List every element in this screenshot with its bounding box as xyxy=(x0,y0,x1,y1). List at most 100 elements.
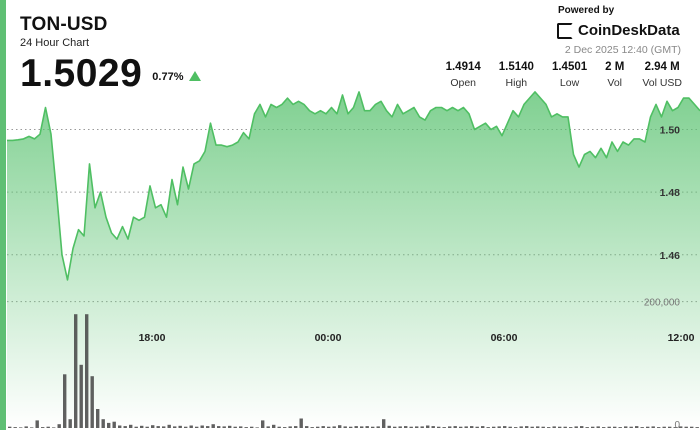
volume-bar xyxy=(349,426,353,428)
volume-bar xyxy=(607,426,611,428)
volume-bar xyxy=(514,427,518,428)
volume-bar xyxy=(613,426,617,428)
volume-bar xyxy=(525,426,529,428)
volume-bar xyxy=(321,426,325,428)
volume-bars xyxy=(8,314,699,428)
stat-value: 1.4914 xyxy=(445,61,481,73)
volume-bar xyxy=(569,427,573,428)
coindesk-logo-icon xyxy=(557,22,573,39)
volume-bar xyxy=(448,426,452,428)
volume-bar xyxy=(585,427,589,428)
volume-bar xyxy=(134,426,138,428)
volume-bar xyxy=(261,420,265,428)
stat-low: 1.4501 Low xyxy=(552,61,587,89)
stat-value: 1.5140 xyxy=(498,61,534,73)
volume-bar xyxy=(492,426,496,428)
price-tick-label: 1.46 xyxy=(660,250,681,262)
volume-bar xyxy=(343,426,347,428)
volume-bar xyxy=(332,426,336,428)
volume-bar xyxy=(459,426,463,428)
volume-bar xyxy=(184,426,188,428)
volume-bar xyxy=(327,426,331,428)
volume-bar xyxy=(178,425,182,428)
volume-bar xyxy=(294,426,298,428)
current-price: 1.5029 xyxy=(20,52,143,95)
volume-bar xyxy=(74,314,78,428)
volume-bar xyxy=(640,427,644,428)
volume-bar xyxy=(365,426,369,428)
volume-bar xyxy=(519,426,523,428)
brand-name: CoinDeskData xyxy=(578,22,680,39)
volume-bar xyxy=(596,426,600,428)
powered-by-label: Powered by xyxy=(558,5,615,16)
volume-bar xyxy=(552,426,556,428)
time-tick-label: 12:00 xyxy=(668,332,695,344)
volume-bar xyxy=(90,376,94,428)
volume-bar xyxy=(651,426,655,428)
volume-bar xyxy=(140,425,144,428)
time-tick-label: 00:00 xyxy=(315,332,342,344)
price-area xyxy=(7,91,700,429)
volume-bar xyxy=(563,426,567,428)
price-change: 0.77% xyxy=(152,70,201,83)
volume-bar xyxy=(420,426,424,428)
volume-bar xyxy=(266,426,270,428)
volume-bar xyxy=(239,426,243,428)
volume-bar xyxy=(222,426,226,428)
volume-bar xyxy=(470,426,474,428)
volume-bar xyxy=(431,426,435,428)
volume-bar xyxy=(508,426,512,428)
stat-open: 1.4914 Open xyxy=(446,61,481,89)
stat-label: High xyxy=(505,77,528,89)
volume-bar xyxy=(310,427,314,428)
volume-bar xyxy=(497,426,501,428)
volume-bar xyxy=(629,426,633,428)
stat-value: 2.94 M xyxy=(644,61,680,73)
stat-high: 1.5140 High xyxy=(499,61,534,89)
volume-bar xyxy=(101,419,105,428)
volume-bar xyxy=(684,426,688,428)
volume-bar xyxy=(156,426,160,428)
time-tick-label: 06:00 xyxy=(491,332,518,344)
volume-bar xyxy=(211,424,215,428)
price-row: 1.5029 0.77% xyxy=(20,52,201,96)
volume-bar xyxy=(475,426,479,428)
volume-bar xyxy=(695,427,699,428)
volume-bar xyxy=(338,425,342,428)
volume-bar xyxy=(580,426,584,428)
volume-bar xyxy=(123,426,127,428)
volume-bar xyxy=(129,424,133,428)
volume-bar xyxy=(118,425,122,428)
volume-bar xyxy=(167,424,171,428)
volume-bar xyxy=(299,418,303,428)
volume-bar xyxy=(657,427,661,428)
volume-bar xyxy=(536,426,540,428)
volume-bar xyxy=(41,427,45,428)
up-arrow-icon xyxy=(188,71,201,81)
volume-bar xyxy=(233,426,237,428)
volume-bar xyxy=(635,426,639,428)
volume-bar xyxy=(200,425,204,428)
volume-bar xyxy=(679,426,683,428)
brand-logo[interactable]: CoinDeskData xyxy=(557,22,680,39)
volume-bar xyxy=(283,427,287,428)
volume-bar xyxy=(618,427,622,428)
volume-bar xyxy=(453,426,457,428)
volume-bar xyxy=(464,426,468,428)
price-tick-label: 1.50 xyxy=(660,124,681,136)
volume-bar xyxy=(217,426,221,428)
volume-bar xyxy=(376,426,380,428)
volume-bar xyxy=(79,364,83,428)
volume-bar xyxy=(85,314,89,428)
volume-bar xyxy=(288,426,292,428)
volume-bar xyxy=(96,409,100,428)
volume-tick-label: 0 xyxy=(674,420,680,430)
volume-bar xyxy=(387,425,391,428)
volume-bar xyxy=(255,427,259,428)
volume-bar xyxy=(277,426,281,428)
chart-subtitle: 24 Hour Chart xyxy=(20,37,90,49)
volume-bar xyxy=(52,427,56,428)
volume-bar xyxy=(68,419,72,428)
volume-bar xyxy=(189,425,193,428)
volume-bar xyxy=(360,426,364,428)
